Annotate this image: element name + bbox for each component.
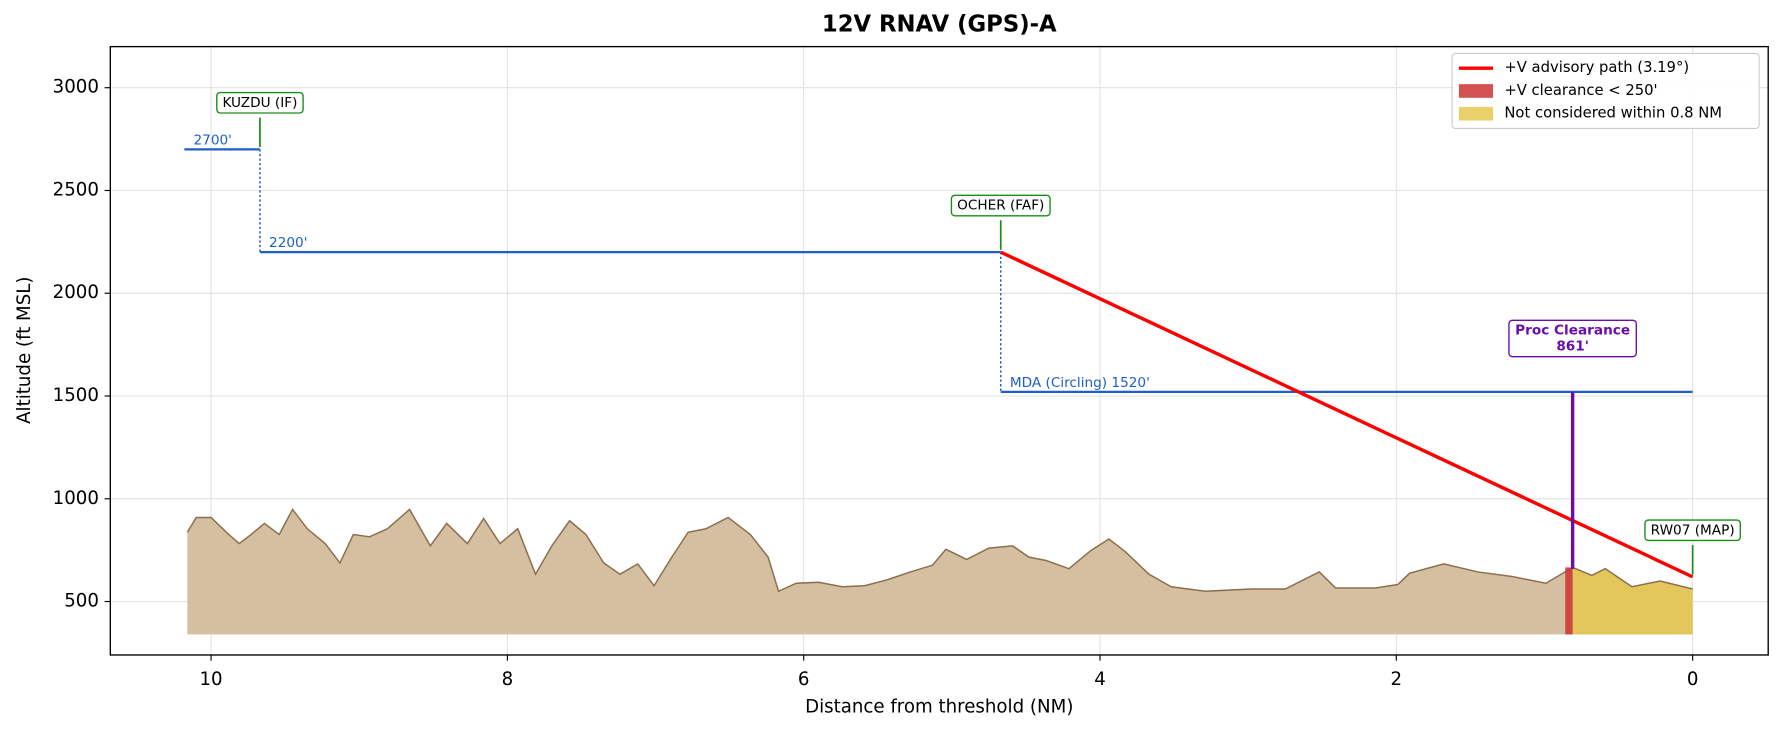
legend-label: +V clearance < 250'	[1504, 82, 1657, 99]
proc-clearance-title: Proc Clearance	[1515, 322, 1630, 338]
chart-title: 12V RNAV (GPS)-A	[822, 12, 1057, 38]
fix-box	[950, 194, 1051, 217]
fix-label: KUZDU (IF)	[222, 95, 297, 111]
advisory-path	[1000, 250, 1694, 579]
legend-label: +V advisory path (3.19°)	[1504, 59, 1689, 76]
not-considered-area	[1572, 567, 1693, 635]
x-tick-label: 4	[1094, 669, 1106, 690]
fix-label: RW07 (MAP)	[1651, 522, 1735, 538]
terrain-fill	[187, 509, 1693, 635]
y-tick-label: 2000	[53, 282, 99, 303]
x-tick-label: 6	[798, 669, 810, 690]
y-tick-label: 1500	[53, 385, 99, 406]
x-axis-label: Distance from threshold (NM)	[805, 696, 1073, 717]
x-tick-label: 2	[1391, 669, 1403, 690]
legend-label: Not considered within 0.8 NM	[1504, 105, 1722, 122]
legend-swatch	[1458, 106, 1494, 121]
y-tick-label: 2500	[53, 179, 99, 200]
x-tick-label: 8	[502, 669, 514, 690]
x-tick-label: 0	[1687, 669, 1699, 690]
segment-label: MDA (Circling) 1520'	[1010, 375, 1150, 391]
fix-label: OCHER (FAF)	[957, 198, 1044, 214]
fix-box	[216, 91, 304, 114]
y-tick-label: 500	[64, 591, 99, 612]
segment-label: 2700'	[193, 132, 231, 148]
proc-clearance-box	[1508, 319, 1637, 358]
y-tick-label: 1000	[53, 488, 99, 509]
segment-label: 2200'	[269, 235, 307, 251]
fix-box	[1644, 519, 1742, 542]
legend-swatch	[1458, 84, 1494, 98]
plot-frame	[109, 45, 1769, 656]
x-tick-label: 10	[199, 669, 222, 690]
terrain-line	[186, 508, 1693, 593]
y-tick-label: 3000	[53, 77, 99, 98]
legend-box	[1451, 52, 1760, 130]
clearance-band	[1565, 567, 1573, 635]
y-axis-label: Altitude (ft MSL)	[14, 277, 35, 424]
proc-clearance-value: 861'	[1556, 338, 1589, 354]
